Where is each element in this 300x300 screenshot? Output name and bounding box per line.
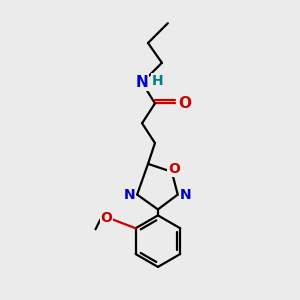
Text: O: O (100, 212, 112, 225)
Text: O: O (178, 96, 191, 111)
Text: O: O (168, 162, 180, 176)
Text: H: H (152, 74, 164, 88)
Text: N: N (123, 188, 135, 202)
Text: N: N (136, 75, 148, 90)
Text: N: N (180, 188, 191, 202)
